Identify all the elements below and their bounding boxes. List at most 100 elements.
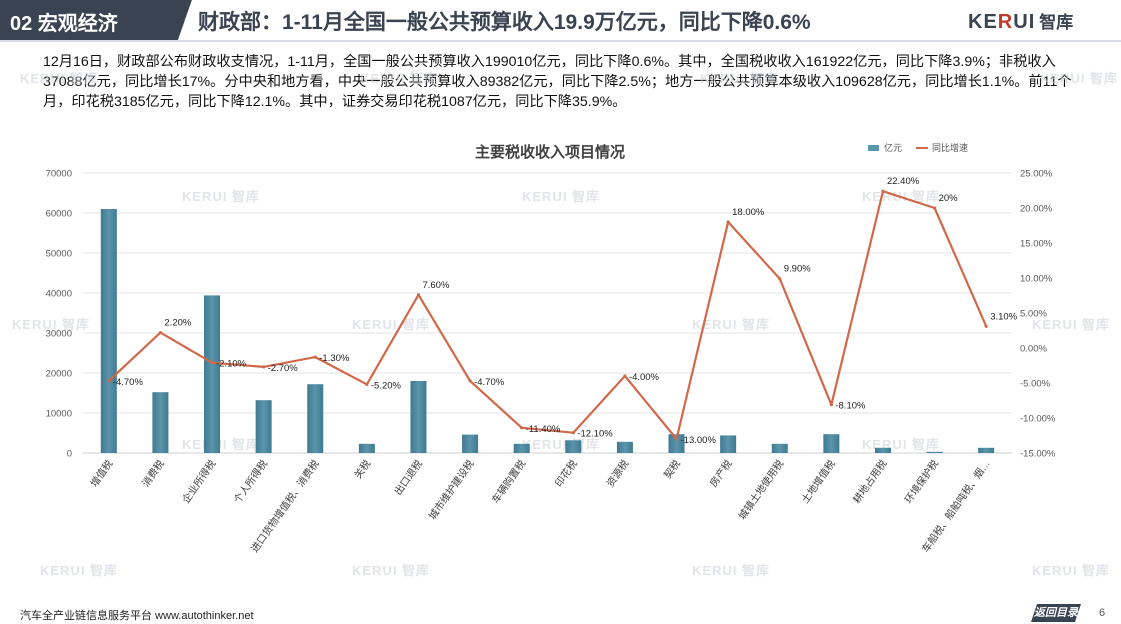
footer-source: 汽车全产业链信息服务平台 www.autothinker.net	[20, 610, 254, 622]
header-divider	[0, 40, 1121, 42]
kerui-logo: KERUI 智库	[968, 8, 1073, 34]
x-tick-label: 增值税	[87, 457, 115, 489]
y-right-tick-label: 5.00%	[1020, 309, 1047, 320]
bar	[720, 435, 737, 453]
growth-rate-point	[313, 355, 317, 359]
growth-rate-point	[416, 293, 421, 297]
growth-rate-point	[262, 365, 266, 369]
growth-rate-point	[571, 431, 575, 435]
header-bar: 02 宏观经济 财政部：1-11月全国一般公共预算收入19.9万亿元，同比下降0…	[0, 0, 1121, 40]
growth-rate-point	[623, 374, 627, 378]
y-left-tick-label: 0	[67, 449, 72, 460]
x-tick-label: 印花税	[552, 457, 580, 489]
bar	[152, 392, 169, 453]
bar	[204, 295, 221, 453]
growth-rate-line	[108, 190, 988, 441]
bar	[410, 381, 427, 453]
x-tick-label: 房产税	[707, 457, 735, 489]
bar	[100, 209, 117, 453]
growth-rate-point	[365, 382, 369, 386]
growth-rate-label: -11.40%	[526, 424, 561, 435]
summary-paragraph: 12月16日，财政部公布财政收支情况，1-11月，全国一般公共预算收入19901…	[43, 54, 1072, 110]
bar	[513, 443, 530, 453]
y-right-tick-label: -15.00%	[1020, 449, 1056, 460]
chart-title: 主要税收收入项目情况	[475, 143, 625, 161]
y-left-tick-label: 50000	[46, 249, 72, 260]
growth-rate-label: 2.20%	[164, 318, 191, 329]
bar	[462, 434, 479, 453]
x-tick-label: 关税	[351, 457, 373, 481]
bar	[307, 384, 324, 453]
growth-rate-point	[158, 331, 163, 335]
title-band	[178, 0, 968, 40]
growth-rate-point	[726, 220, 730, 224]
legend-label-bar: 亿元	[884, 142, 902, 153]
growth-rate-label: 9.90%	[784, 264, 811, 275]
growth-rate-label: -4.70%	[474, 377, 505, 388]
bar	[771, 443, 788, 453]
page-title: 财政部：1-11月全国一般公共预算收入19.9万亿元，同比下降0.6%	[198, 11, 811, 34]
growth-rate-label: 7.60%	[422, 280, 449, 291]
growth-rate-label: -2.10%	[216, 359, 247, 370]
bar	[823, 434, 840, 453]
growth-rate-label: 22.40%	[887, 176, 920, 187]
growth-rate-label: 20%	[939, 193, 959, 204]
growth-rate-point	[210, 361, 214, 365]
y-right-tick-label: 15.00%	[1020, 239, 1053, 250]
legend-label-line: 同比增速	[932, 142, 968, 153]
back-to-contents-button[interactable]: 返回目录	[1031, 604, 1081, 622]
growth-rate-point	[107, 379, 111, 383]
y-right-tick-label: 25.00%	[1020, 169, 1053, 180]
bar	[255, 400, 272, 453]
x-tick-label: 企业所得税	[179, 457, 218, 505]
x-tick-label: 消费税	[139, 457, 167, 489]
bar	[668, 434, 685, 453]
bar	[358, 443, 375, 453]
growth-rate-label: -4.70%	[113, 377, 144, 388]
y-left-tick-label: 30000	[46, 329, 72, 340]
x-tick-label: 耕地占用税	[850, 457, 889, 505]
growth-rate-label: 18.00%	[732, 207, 765, 218]
y-left-tick-label: 70000	[46, 169, 72, 180]
x-tick-label: 城镇土地使用税	[735, 457, 786, 522]
logo-cn: 智库	[1039, 13, 1074, 32]
growth-rate-label: -8.10%	[835, 401, 866, 412]
x-tick-label: 契税	[661, 457, 683, 481]
x-tick-label: 出口退税	[391, 457, 425, 497]
bar	[978, 447, 995, 453]
page-number: 6	[1099, 607, 1106, 619]
x-tick-label: 环境保护税	[902, 457, 941, 505]
y-right-tick-label: -10.00%	[1020, 414, 1056, 425]
section-tab	[0, 0, 192, 40]
growth-rate-label: -1.30%	[319, 353, 350, 364]
x-tick-label: 土地增值税	[798, 457, 837, 505]
y-left-tick-label: 40000	[46, 289, 72, 300]
x-tick-label: 个人所得税	[231, 457, 270, 505]
growth-rate-label: -2.70%	[268, 363, 299, 374]
x-tick-label: 车辆购置税	[489, 457, 528, 505]
growth-rate-point	[520, 426, 524, 430]
growth-rate-label: -5.20%	[371, 380, 402, 391]
growth-rate-point	[932, 206, 937, 210]
x-tick-label: 城市维护建设税	[426, 457, 477, 522]
section-label: 02 宏观经济	[10, 13, 118, 35]
growth-rate-label: -4.00%	[629, 372, 660, 383]
y-left-tick-label: 10000	[46, 409, 72, 420]
y-right-tick-label: 0.00%	[1020, 344, 1047, 355]
growth-rate-point	[468, 379, 472, 383]
y-left-tick-label: 60000	[46, 209, 72, 220]
logo-text: KERUI	[968, 11, 1036, 33]
growth-rate-point	[881, 189, 885, 193]
y-right-tick-label: 20.00%	[1020, 204, 1053, 215]
tax-revenue-chart: 主要税收收入项目情况 亿元 同比增速 0 10000 20000 30000 40000 500…	[46, 142, 1056, 555]
growth-rate-label: -13.00%	[681, 435, 717, 446]
growth-rate-point	[674, 437, 679, 441]
growth-rate-point	[778, 277, 782, 281]
growth-rate-label: 3.10%	[990, 311, 1017, 322]
growth-rate-point	[829, 403, 833, 407]
bar	[616, 441, 633, 453]
y-right-tick-label: -5.00%	[1020, 379, 1051, 390]
growth-rate-point	[984, 324, 988, 328]
bar	[565, 440, 582, 453]
y-left-tick-label: 20000	[46, 369, 72, 380]
